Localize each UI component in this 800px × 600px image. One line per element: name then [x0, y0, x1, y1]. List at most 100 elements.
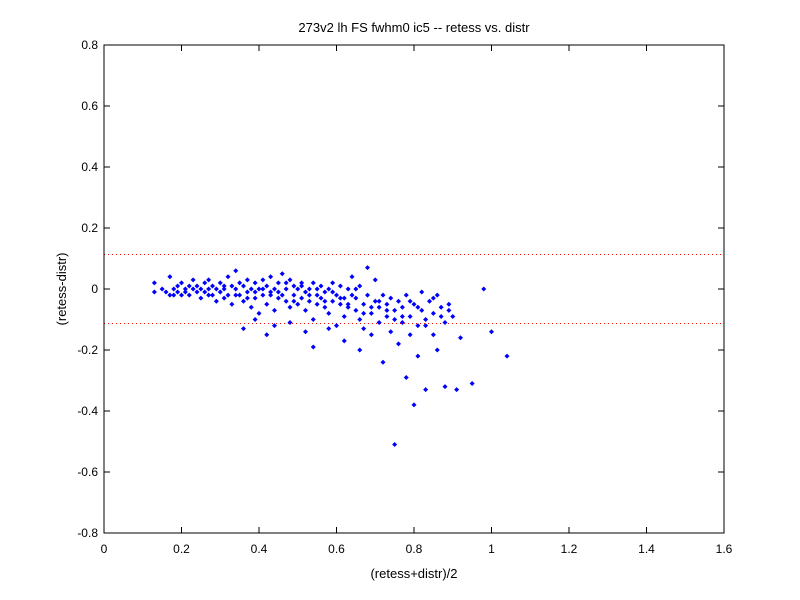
data-point	[233, 286, 239, 292]
data-point	[318, 283, 324, 289]
y-tick-label: -0.6	[77, 465, 98, 479]
data-point	[221, 295, 227, 301]
data-point	[310, 280, 316, 286]
data-point	[357, 283, 363, 289]
y-tick-label: 0	[91, 282, 98, 296]
data-point	[330, 289, 336, 295]
data-point	[225, 274, 231, 280]
data-point	[275, 280, 281, 286]
data-point	[430, 295, 436, 301]
data-point	[287, 277, 293, 283]
data-point	[430, 332, 436, 338]
y-tick-label: -0.8	[77, 526, 98, 540]
data-point	[275, 295, 281, 301]
data-point	[244, 277, 250, 283]
data-point	[357, 317, 363, 322]
data-point	[349, 292, 355, 298]
data-point	[244, 289, 250, 295]
data-point	[291, 298, 297, 304]
data-point	[241, 298, 246, 304]
data-point	[388, 295, 394, 301]
data-point	[283, 286, 289, 292]
x-tick-label: 0.4	[251, 542, 268, 556]
data-point	[322, 298, 328, 304]
data-point	[489, 329, 494, 335]
data-point	[279, 292, 285, 298]
data-point	[167, 292, 173, 298]
data-point	[202, 280, 208, 286]
data-point	[299, 295, 305, 301]
data-point	[341, 313, 347, 319]
data-point	[190, 277, 196, 283]
data-point	[210, 292, 215, 298]
data-point	[268, 292, 274, 298]
data-point	[392, 442, 398, 448]
data-point	[272, 323, 277, 329]
data-point	[334, 292, 339, 298]
data-point	[299, 283, 305, 289]
data-point	[260, 286, 266, 292]
x-axis-label: (retess+distr)/2	[370, 566, 457, 581]
data-point	[256, 286, 262, 292]
data-point	[179, 280, 184, 286]
data-point	[365, 265, 370, 271]
y-tick-label: 0.8	[81, 38, 98, 52]
x-tick-label: 1.4	[638, 542, 655, 556]
data-points	[151, 265, 510, 448]
data-point	[353, 307, 359, 313]
data-point	[314, 301, 320, 307]
data-point	[264, 301, 270, 307]
data-point	[396, 298, 401, 304]
data-point	[221, 283, 227, 289]
data-point	[337, 283, 343, 289]
data-point	[407, 332, 413, 338]
data-point	[419, 289, 425, 295]
data-point	[151, 289, 157, 295]
data-point	[361, 301, 367, 307]
data-point	[233, 268, 239, 274]
data-point	[353, 286, 359, 292]
data-point	[361, 326, 367, 332]
data-point	[403, 374, 409, 380]
data-point	[434, 292, 440, 298]
data-point	[469, 381, 475, 387]
data-point	[368, 304, 374, 310]
y-tick-label: -0.2	[77, 343, 98, 357]
data-point	[287, 320, 293, 326]
data-point	[182, 289, 188, 295]
data-point	[345, 286, 351, 292]
data-point	[368, 310, 374, 316]
data-point	[368, 332, 374, 338]
data-point	[264, 283, 270, 289]
data-point	[198, 295, 204, 301]
data-point	[206, 292, 212, 298]
data-point	[326, 286, 332, 292]
data-point	[337, 301, 343, 307]
y-axis-label: (retess-distr)	[54, 253, 69, 326]
data-point	[206, 277, 212, 283]
data-point	[210, 283, 215, 289]
data-point	[334, 323, 339, 329]
plot-area	[104, 45, 724, 533]
data-point	[411, 402, 417, 408]
data-point	[458, 335, 463, 341]
data-point	[175, 289, 181, 295]
data-point	[345, 301, 351, 307]
data-point	[213, 286, 219, 292]
data-point	[318, 295, 324, 301]
data-point	[287, 304, 293, 310]
data-point	[283, 298, 289, 304]
y-tick-label: -0.4	[77, 404, 98, 418]
data-point	[419, 307, 425, 313]
data-point	[407, 313, 413, 319]
data-point	[438, 304, 444, 310]
data-point	[411, 301, 417, 307]
data-point	[248, 304, 254, 310]
data-point	[233, 292, 239, 298]
x-axis-ticks: 0 0.2 0.4 0.6 0.8 1 1.2 1.4 1.6	[101, 45, 733, 556]
data-point	[264, 332, 270, 338]
data-point	[442, 384, 448, 390]
data-point	[163, 289, 169, 295]
data-point	[450, 313, 456, 319]
data-point	[167, 274, 173, 280]
